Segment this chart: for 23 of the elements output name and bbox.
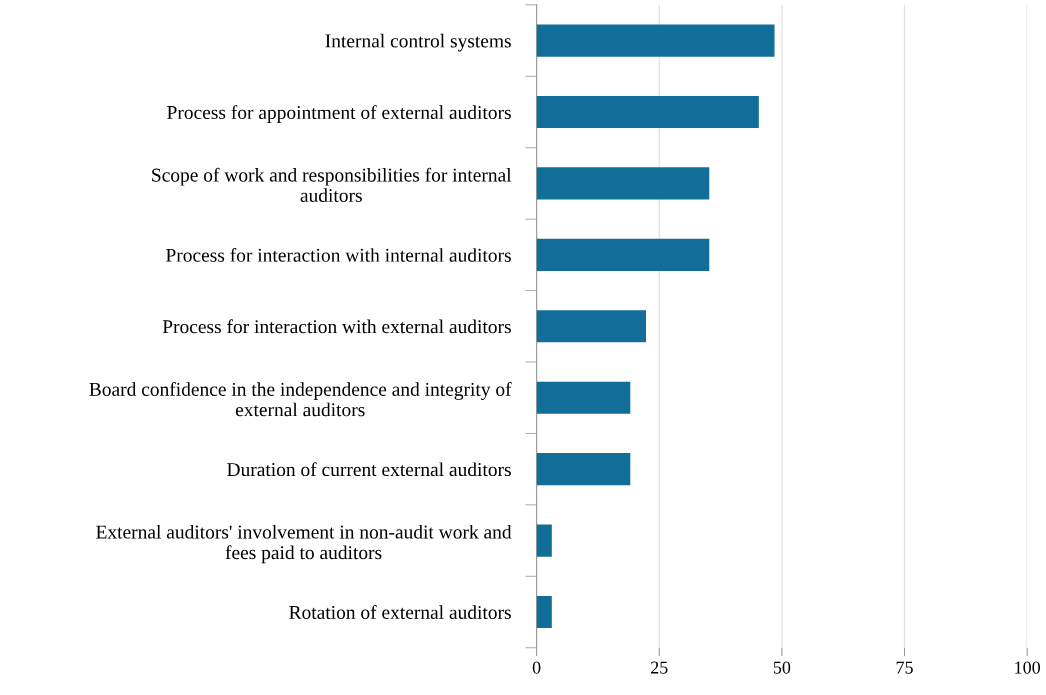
bar	[536, 453, 631, 486]
y-tick-label: Process for interaction with external auditors	[162, 319, 511, 334]
x-tick-label: 0	[532, 661, 541, 674]
bar	[536, 24, 775, 57]
bar	[536, 238, 710, 271]
x-tick-label: 100	[1015, 661, 1041, 674]
bar	[536, 167, 710, 200]
y-tick-label: Process for interaction with internal auditors	[166, 247, 511, 262]
y-tick-label: Board confidence in the independence and integrity of external auditors	[89, 382, 512, 417]
y-tick-label: Process for appointment of external auditors	[167, 105, 511, 123]
x-tick-label: 25	[651, 661, 668, 674]
y-tick-label: Rotation of external auditors	[289, 605, 511, 619]
y-tick-label: Duration of current external auditors	[227, 462, 511, 477]
bar	[536, 95, 759, 129]
bar	[536, 524, 552, 557]
y-tick-label: Scope of work and responsibilities for internal auditors	[152, 167, 512, 202]
x-tick-label: 50	[773, 661, 791, 674]
bar	[536, 595, 552, 629]
bar	[536, 310, 646, 343]
y-tick-label: Internal control systems	[325, 33, 511, 52]
bar	[536, 381, 631, 414]
x-tick-label: 75	[896, 661, 913, 674]
y-tick-label: External auditors' involvement in non-audit work and fees paid to auditors	[96, 524, 512, 564]
